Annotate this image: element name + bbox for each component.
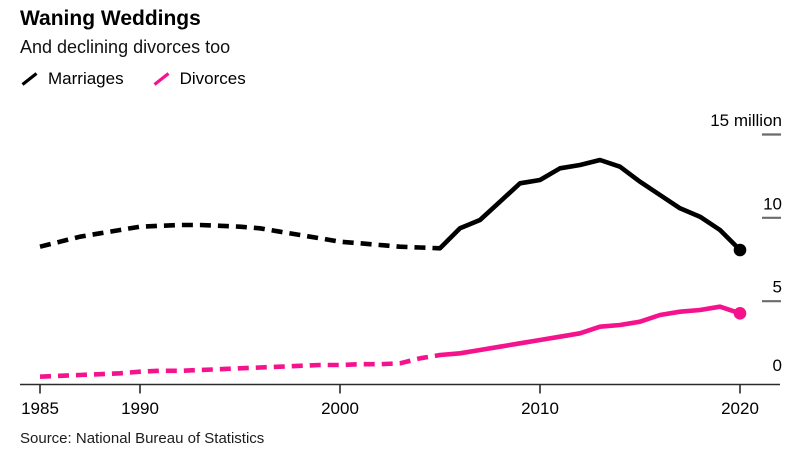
divorces-line-swatch-icon xyxy=(153,72,170,86)
chart-title: Waning Weddings xyxy=(20,7,201,30)
legend-label-marriages: Marriages xyxy=(48,68,124,88)
y-tick-label-5: 5 xyxy=(773,278,782,297)
source-note: Source: National Bureau of Statistics xyxy=(20,430,265,447)
chart-legend: Marriages Divorces xyxy=(20,69,246,89)
divorces-line-solid xyxy=(437,304,743,358)
legend-label-divorces: Divorces xyxy=(179,68,246,88)
marriages-line-solid xyxy=(437,157,743,253)
marriages-end-dot xyxy=(733,243,747,257)
y-tick-label-10: 10 xyxy=(763,194,782,213)
y-tick-label-15: 15 million xyxy=(710,111,782,130)
x-tick-label-1990: 1990 xyxy=(121,399,159,418)
legend-item-divorces: Divorces xyxy=(152,69,246,89)
legend-item-marriages: Marriages xyxy=(20,69,124,89)
x-tick-label-1985: 1985 xyxy=(21,399,59,418)
chart-subtitle: And declining divorces too xyxy=(20,37,231,58)
x-tick-label-2000: 2000 xyxy=(321,399,359,418)
divorces-end-dot xyxy=(733,307,747,320)
divorces-line-dashed xyxy=(39,352,441,379)
x-tick-label-2020: 2020 xyxy=(721,399,759,418)
marriages-line-dashed xyxy=(39,222,441,251)
marriages-line-swatch-icon xyxy=(21,72,38,86)
chart-header: Waning Weddings And declining divorces t… xyxy=(20,7,246,89)
y-tick-label-0: 0 xyxy=(773,356,782,375)
x-tick-label-2010: 2010 xyxy=(521,399,559,418)
